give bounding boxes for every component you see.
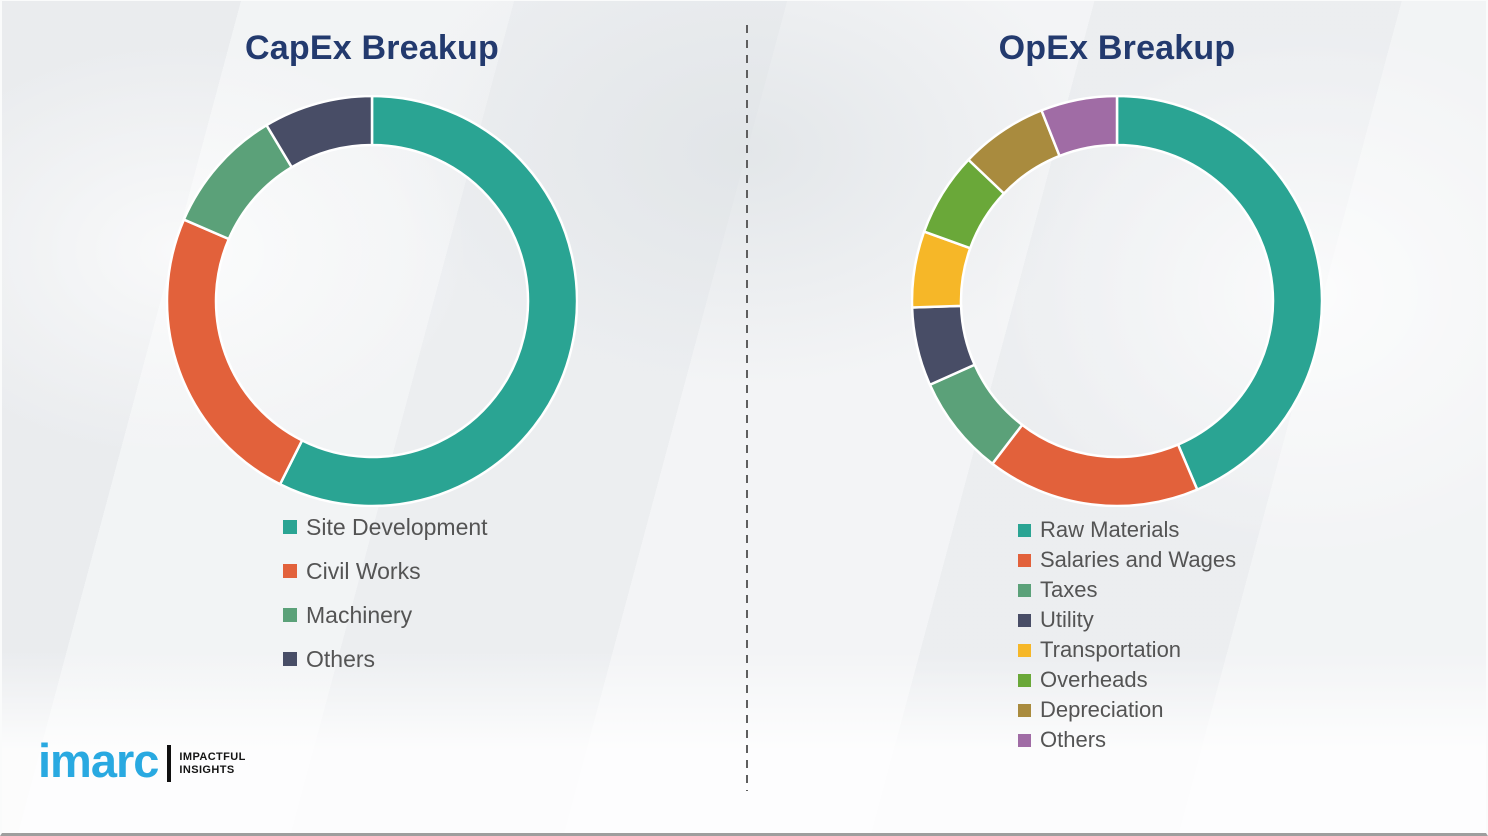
donut-segment-salaries-and-wages <box>990 423 1199 507</box>
legend-swatch <box>1018 583 1031 597</box>
opex-chart-title: OpEx Breakup <box>998 29 1236 67</box>
legend-item-salaries-and-wages: Salaries and Wages <box>1018 547 1237 572</box>
legend-label: Civil Works <box>306 557 421 584</box>
legend-label: Salaries and Wages <box>1040 547 1237 572</box>
donut-segment-others <box>1039 95 1119 158</box>
legend-label: Utility <box>1040 607 1094 632</box>
legend-swatch <box>283 652 297 666</box>
legend-swatch <box>1018 733 1031 747</box>
legend-label: Overheads <box>1040 667 1148 692</box>
opex-legend: Raw Materials Salaries and Wages Taxes Util… <box>1018 517 1237 758</box>
legend-label: Transportation <box>1040 637 1182 662</box>
imarc-logo-wordmark: imarc <box>38 734 159 787</box>
logo-tagline-line1: IMPACTFUL <box>179 750 246 763</box>
legend-item-civil-works: Civil Works <box>283 557 488 584</box>
legend-item-overheads: Overheads <box>1018 667 1236 692</box>
capex-legend: Site Development Civil Works Machinery Othe… <box>283 513 488 691</box>
legend-item-others: Others <box>283 645 488 672</box>
legend-label: Site Development <box>306 513 488 540</box>
legend-item-site-development: Site Development <box>283 513 488 540</box>
legend-label: Others <box>306 645 376 672</box>
donut-segment-others <box>264 95 374 169</box>
capex-chart-title: CapEx Breakup <box>245 29 499 67</box>
legend-label: Machinery <box>306 601 413 628</box>
logo-tagline-line2: INSIGHTS <box>179 763 235 776</box>
capex-donut-chart <box>166 95 578 507</box>
donut-segment-civil-works <box>166 217 304 486</box>
legend-item-transportation: Transportation <box>1018 637 1236 662</box>
legend-item-depreciation: Depreciation <box>1018 697 1236 722</box>
legend-swatch <box>1018 643 1031 657</box>
legend-swatch <box>1018 553 1031 567</box>
legend-swatch <box>283 520 297 534</box>
logo-tagline: IMPACTFUL INSIGHTS <box>179 751 245 777</box>
legend-label: Others <box>1040 727 1107 752</box>
legend-label: Raw Materials <box>1040 517 1180 542</box>
legend-item-machinery: Machinery <box>283 601 488 628</box>
legend-label: Taxes <box>1040 577 1098 602</box>
legend-item-others: Others <box>1018 727 1236 752</box>
legend-swatch <box>1018 613 1031 627</box>
legend-swatch <box>1018 703 1031 717</box>
legend-swatch <box>283 608 297 622</box>
opex-donut-chart <box>911 95 1323 507</box>
logo-divider-bar <box>167 745 172 782</box>
legend-swatch <box>283 564 297 578</box>
legend-item-taxes: Taxes <box>1018 577 1236 602</box>
legend-item-utility: Utility <box>1018 607 1236 632</box>
imarc-logo: imarc IMPACTFUL INSIGHTS <box>38 737 246 784</box>
donut-segment-raw-materials <box>1115 95 1323 492</box>
legend-swatch <box>1018 673 1031 687</box>
donut-segment-site-development <box>278 95 578 507</box>
legend-swatch <box>1018 523 1031 537</box>
legend-label: Depreciation <box>1040 697 1164 722</box>
vertical-dashed-divider <box>746 25 748 791</box>
legend-item-raw-materials: Raw Materials <box>1018 517 1236 542</box>
